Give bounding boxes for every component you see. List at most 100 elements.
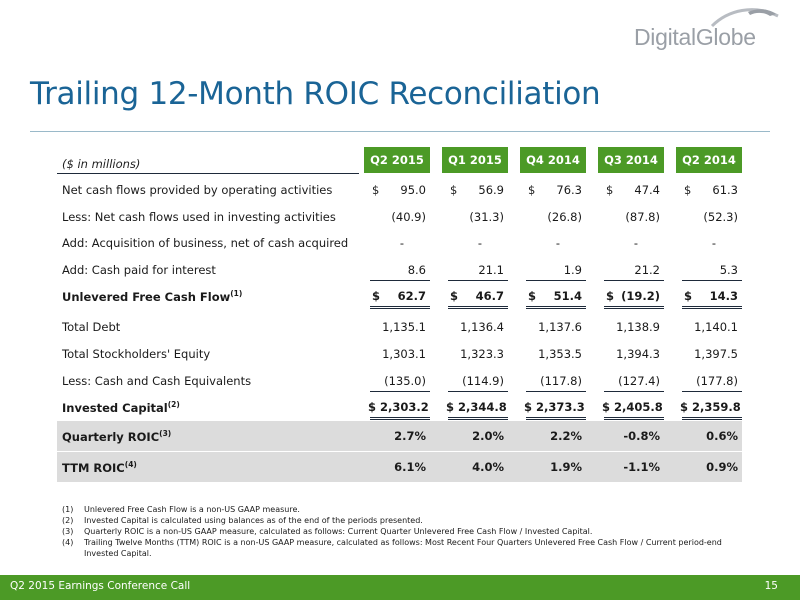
table-cell: 2.0% — [472, 429, 504, 443]
total-underline — [526, 306, 586, 307]
total-double-underline — [604, 419, 664, 420]
cell-underline — [682, 391, 742, 392]
table-cell: (26.8) — [547, 210, 582, 224]
roic-row-shade — [57, 452, 742, 482]
table-cell: (19.2) — [621, 289, 660, 303]
footnote-item: (2) Invested Capital is calculated using … — [62, 515, 742, 526]
row-label: Add: Cash paid for interest — [62, 263, 216, 277]
total-underline — [682, 417, 742, 418]
table-cell: 1,397.5 — [694, 347, 738, 361]
row-label-text: TTM ROIC — [62, 460, 125, 475]
row-label-text: Invested Capital — [62, 400, 168, 415]
row-label: Quarterly ROIC(3) — [62, 429, 171, 444]
total-underline — [604, 417, 664, 418]
footnote-number: (2) — [62, 516, 74, 525]
table-cell: 61.3 — [712, 183, 738, 197]
page-number: 15 — [764, 580, 778, 592]
table-cell: - — [711, 236, 717, 250]
table-cell: (87.8) — [625, 210, 660, 224]
currency-symbol: $ — [606, 289, 615, 303]
footnote-item: (1) Unlevered Free Cash Flow is a non-US … — [62, 504, 742, 515]
table-cell: 1,394.3 — [616, 347, 660, 361]
table-cell: 0.6% — [706, 429, 738, 443]
cell-underline — [448, 391, 508, 392]
table-cell: 8.6 — [407, 263, 426, 277]
currency-symbol: $ — [606, 183, 614, 197]
table-cell: (31.3) — [469, 210, 504, 224]
total-underline — [370, 306, 430, 307]
total-double-underline — [682, 308, 742, 309]
table-cell: 2.2% — [550, 429, 582, 443]
currency-symbol: $ — [684, 183, 692, 197]
cell-underline — [526, 391, 586, 392]
table-cell: $ 2,359.8 — [680, 400, 741, 414]
cell-underline — [370, 280, 430, 281]
total-double-underline — [604, 308, 664, 309]
table-cell: 1,140.1 — [694, 320, 738, 334]
logo-text: DigitalGlobe — [634, 24, 756, 50]
currency-symbol: $ — [450, 183, 458, 197]
table-cell: - — [399, 236, 405, 250]
table-cell: 76.3 — [556, 183, 582, 197]
row-label: Invested Capital(2) — [62, 400, 180, 415]
table-cell: $ 2,303.2 — [368, 400, 429, 414]
units-label: ($ in millions) — [62, 157, 141, 171]
total-double-underline — [682, 419, 742, 420]
table-cell: 51.4 — [553, 289, 582, 303]
footnote-number: (1) — [62, 505, 74, 514]
table-cell: 4.0% — [472, 460, 504, 474]
total-double-underline — [448, 419, 508, 420]
table-cell: 1.9 — [563, 263, 582, 277]
column-header: Q1 2015 — [442, 147, 508, 173]
total-underline — [526, 417, 586, 418]
table-cell: (127.4) — [618, 374, 660, 388]
page-title: Trailing 12-Month ROIC Reconciliation — [30, 76, 601, 112]
table-cell: $ 2,344.8 — [446, 400, 507, 414]
table-cell: (114.9) — [462, 374, 504, 388]
row-label: Less: Net cash flows used in investing a… — [62, 210, 336, 224]
table-cell: (52.3) — [703, 210, 738, 224]
row-label-text: Unlevered Free Cash Flow — [62, 289, 231, 304]
table-cell: 1,138.9 — [616, 320, 660, 334]
cell-underline — [604, 391, 664, 392]
row-label-text: Quarterly ROIC — [62, 429, 160, 444]
total-underline — [370, 417, 430, 418]
table-cell: 1,303.1 — [382, 347, 426, 361]
cell-underline — [604, 280, 664, 281]
column-header: Q3 2014 — [598, 147, 664, 173]
footer-bar: Q2 2015 Earnings Conference Call 15 — [0, 575, 800, 600]
row-label: Less: Cash and Cash Equivalents — [62, 374, 251, 388]
total-underline — [682, 306, 742, 307]
table-cell: 1,323.3 — [460, 347, 504, 361]
digitalglobe-logo: DigitalGlobe — [628, 6, 788, 54]
table-cell: 14.3 — [709, 289, 738, 303]
table-cell: 1,136.4 — [460, 320, 504, 334]
footnote-item: (3) Quarterly ROIC is a non-US GAAP measu… — [62, 526, 742, 537]
total-underline — [604, 306, 664, 307]
table-cell: (117.8) — [540, 374, 582, 388]
table-cell: 47.4 — [634, 183, 660, 197]
footnote-number: (3) — [62, 527, 74, 536]
row-label-text: Add: Cash paid for interest — [62, 263, 216, 277]
cell-underline — [682, 280, 742, 281]
row-label: Unlevered Free Cash Flow(1) — [62, 289, 242, 304]
footnote-marker: (2) — [167, 400, 180, 409]
table-cell: -1.1% — [623, 460, 660, 474]
currency-symbol: $ — [372, 289, 381, 303]
row-label-text: Net cash flows provided by operating act… — [62, 183, 333, 197]
table-cell: - — [477, 236, 483, 250]
table-cell: 5.3 — [719, 263, 738, 277]
row-label-text: Total Debt — [62, 320, 121, 334]
footnote-text: Trailing Twelve Months (TTM) ROIC is a n… — [84, 538, 722, 558]
total-underline — [448, 306, 508, 307]
footnote-text: Quarterly ROIC is a non-US GAAP measure,… — [84, 527, 593, 536]
row-label: Total Debt — [62, 320, 120, 334]
total-double-underline — [526, 308, 586, 309]
total-double-underline — [526, 419, 586, 420]
table-cell: (177.8) — [696, 374, 738, 388]
footnote-marker: (4) — [124, 460, 137, 469]
currency-symbol: $ — [528, 183, 536, 197]
total-double-underline — [448, 308, 508, 309]
row-label: Total Stockholders' Equity — [62, 347, 210, 361]
